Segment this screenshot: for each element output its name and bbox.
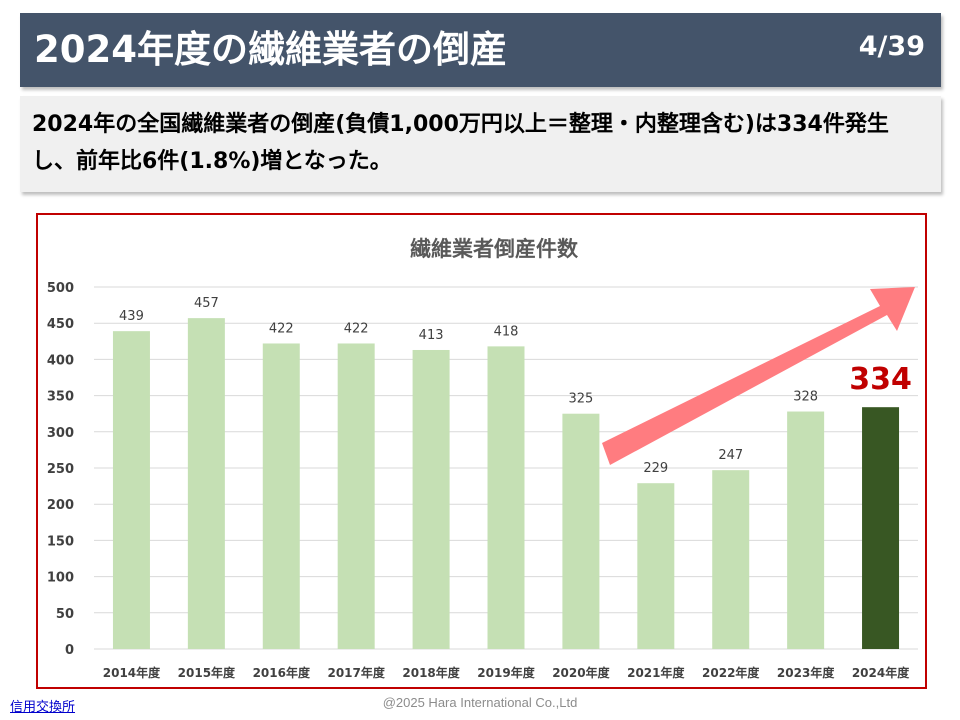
bar: [487, 346, 525, 649]
data-label: 229: [643, 461, 668, 476]
y-tick-label: 450: [47, 317, 74, 332]
highlight-value-label: 334: [849, 362, 912, 397]
x-tick-label: 2021年度: [627, 665, 685, 680]
x-tick-label: 2020年度: [552, 665, 610, 680]
data-label: 457: [194, 296, 219, 311]
x-tick-label: 2022年度: [702, 665, 760, 680]
data-label: 325: [568, 392, 593, 407]
chart-frame: 繊維業者倒産件数 0 50 100 150 200 250 300 350 400 450 500 4…: [36, 213, 927, 689]
x-tick-label: 2014年度: [103, 665, 161, 680]
summary-text: 2024年の全国繊維業者の倒産(負債1,000万円以上＝整理・内整理含む)は33…: [32, 112, 889, 174]
y-tick-label: 50: [56, 607, 74, 622]
bar: [112, 331, 150, 649]
copyright-text: @2025 Hara International Co.,Ltd: [382, 695, 578, 710]
data-label: 422: [269, 321, 294, 336]
y-tick-label: 150: [47, 534, 74, 549]
x-tick-label: 2019年度: [477, 665, 535, 680]
bar: [412, 349, 450, 649]
bar: [562, 413, 600, 649]
bar: [187, 318, 225, 649]
y-tick-label: 100: [47, 571, 74, 586]
y-tick-label: 350: [47, 390, 74, 405]
x-tick-label: 2024年度: [852, 665, 910, 680]
y-tick-label: 300: [47, 426, 74, 441]
data-label: 439: [119, 309, 144, 324]
y-tick-label: 0: [65, 643, 74, 658]
bar: [712, 470, 750, 649]
source-link[interactable]: 信用交換所: [10, 700, 76, 715]
data-label: 418: [494, 324, 519, 339]
data-label: 247: [718, 448, 743, 463]
trend-arrow: [602, 287, 915, 465]
y-tick-label: 500: [47, 281, 74, 296]
x-tick-label: 2023年度: [777, 665, 835, 680]
chart-title: 繊維業者倒産件数: [410, 237, 579, 261]
x-tick-label: 2016年度: [253, 665, 311, 680]
bar: [787, 411, 825, 649]
data-label: 413: [419, 328, 444, 343]
title-bar: 2024年度の繊維業者の倒産 4/39: [20, 13, 941, 87]
page-title: 2024年度の繊維業者の倒産: [34, 28, 507, 71]
data-label: 422: [344, 321, 369, 336]
x-tick-label: 2015年度: [178, 665, 236, 680]
bar: [637, 483, 675, 649]
x-tick-label: 2018年度: [402, 665, 460, 680]
y-tick-label: 400: [47, 353, 74, 368]
bar: [862, 407, 900, 649]
bar: [262, 343, 300, 649]
data-label: 328: [793, 390, 818, 405]
y-tick-label: 250: [47, 462, 74, 477]
y-tick-label: 200: [47, 498, 74, 513]
x-tick-label: 2017年度: [327, 665, 385, 680]
page-number: 4/39: [858, 31, 925, 62]
bar-chart: 繊維業者倒産件数 0 50 100 150 200 250 300 350 400 450 500 4…: [47, 237, 918, 680]
bar: [337, 343, 375, 649]
summary-box: 2024年の全国繊維業者の倒産(負債1,000万円以上＝整理・内整理含む)は33…: [20, 96, 941, 192]
